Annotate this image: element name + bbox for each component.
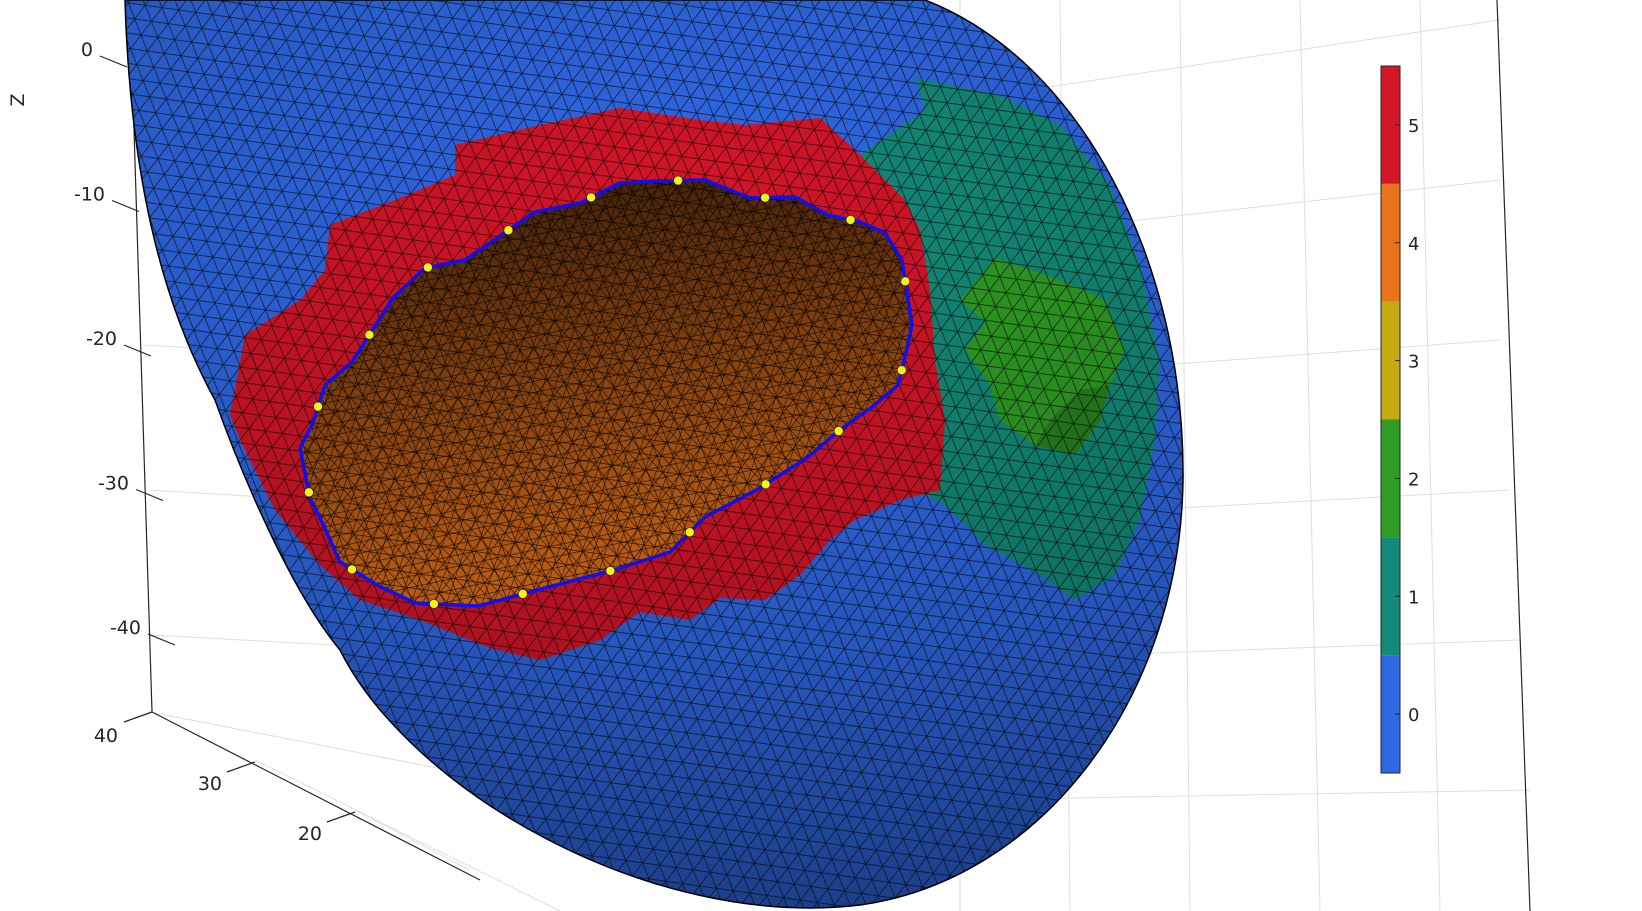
boundary-marker [313, 401, 323, 412]
colorbar-swatch [1381, 655, 1400, 773]
y-tick-mark [326, 811, 356, 823]
colorbar-tick-label: 4 [1408, 234, 1419, 255]
z-tick-label: -30 [98, 473, 129, 495]
boundary-marker [304, 487, 314, 498]
boundary-marker [684, 527, 695, 538]
colorbar-swatch [1381, 183, 1400, 302]
boundary-marker [673, 175, 683, 186]
z-tick-mark [147, 633, 176, 646]
boundary-marker [364, 330, 375, 340]
colorbar-swatch [1381, 537, 1400, 656]
boundary-marker [586, 192, 596, 203]
colorbar-frame [1380, 65, 1401, 774]
boundary-marker [503, 225, 514, 236]
boundary-marker [760, 192, 770, 203]
y-tick-label: 30 [198, 773, 222, 795]
y-tick-label: 20 [298, 823, 322, 845]
z-tick-mark [99, 55, 128, 68]
boundary-marker [518, 589, 528, 599]
z-tick-label: -10 [74, 184, 105, 206]
boundary-marker [347, 564, 357, 575]
boundary-curve [298, 178, 914, 608]
colorbar-tick-label: 1 [1408, 587, 1419, 608]
colorbar-swatch [1381, 301, 1400, 420]
y-tick-mark [226, 761, 256, 773]
colorbar-tick-label: 5 [1408, 116, 1419, 137]
y-axis: 40 30 20 [94, 711, 356, 845]
colorbar-tick-label: 2 [1408, 469, 1419, 490]
boundary-marker [760, 479, 771, 490]
z-tick-label: -20 [86, 328, 117, 350]
boundary-marker [845, 215, 856, 225]
colorbar-swatch [1381, 419, 1400, 538]
z-axis-label: Z [7, 93, 29, 106]
z-tick-mark [111, 199, 140, 213]
colorbar-tick-label: 3 [1408, 352, 1419, 373]
z-tick-label: 0 [81, 39, 93, 61]
z-axis: 0 -10 -20 -30 -40 [74, 39, 176, 646]
z-tick-mark [135, 488, 164, 502]
boundary-markers [304, 175, 911, 609]
y-tick-mark [123, 711, 153, 723]
boundary-marker [429, 599, 439, 609]
y-tick-label: 40 [94, 725, 118, 747]
boundary-marker [605, 566, 616, 576]
z-tick-label: -40 [110, 617, 141, 639]
colorbar-swatch [1381, 66, 1400, 184]
boundary-marker [423, 262, 433, 273]
boundary-marker [896, 365, 907, 375]
boundary-marker [833, 426, 844, 436]
z-tick-mark [123, 344, 152, 357]
colorbar-tick-label: 0 [1408, 705, 1419, 726]
boundary-marker [900, 276, 911, 287]
colorbar: 0 1 2 3 4 5 [1380, 65, 1419, 774]
